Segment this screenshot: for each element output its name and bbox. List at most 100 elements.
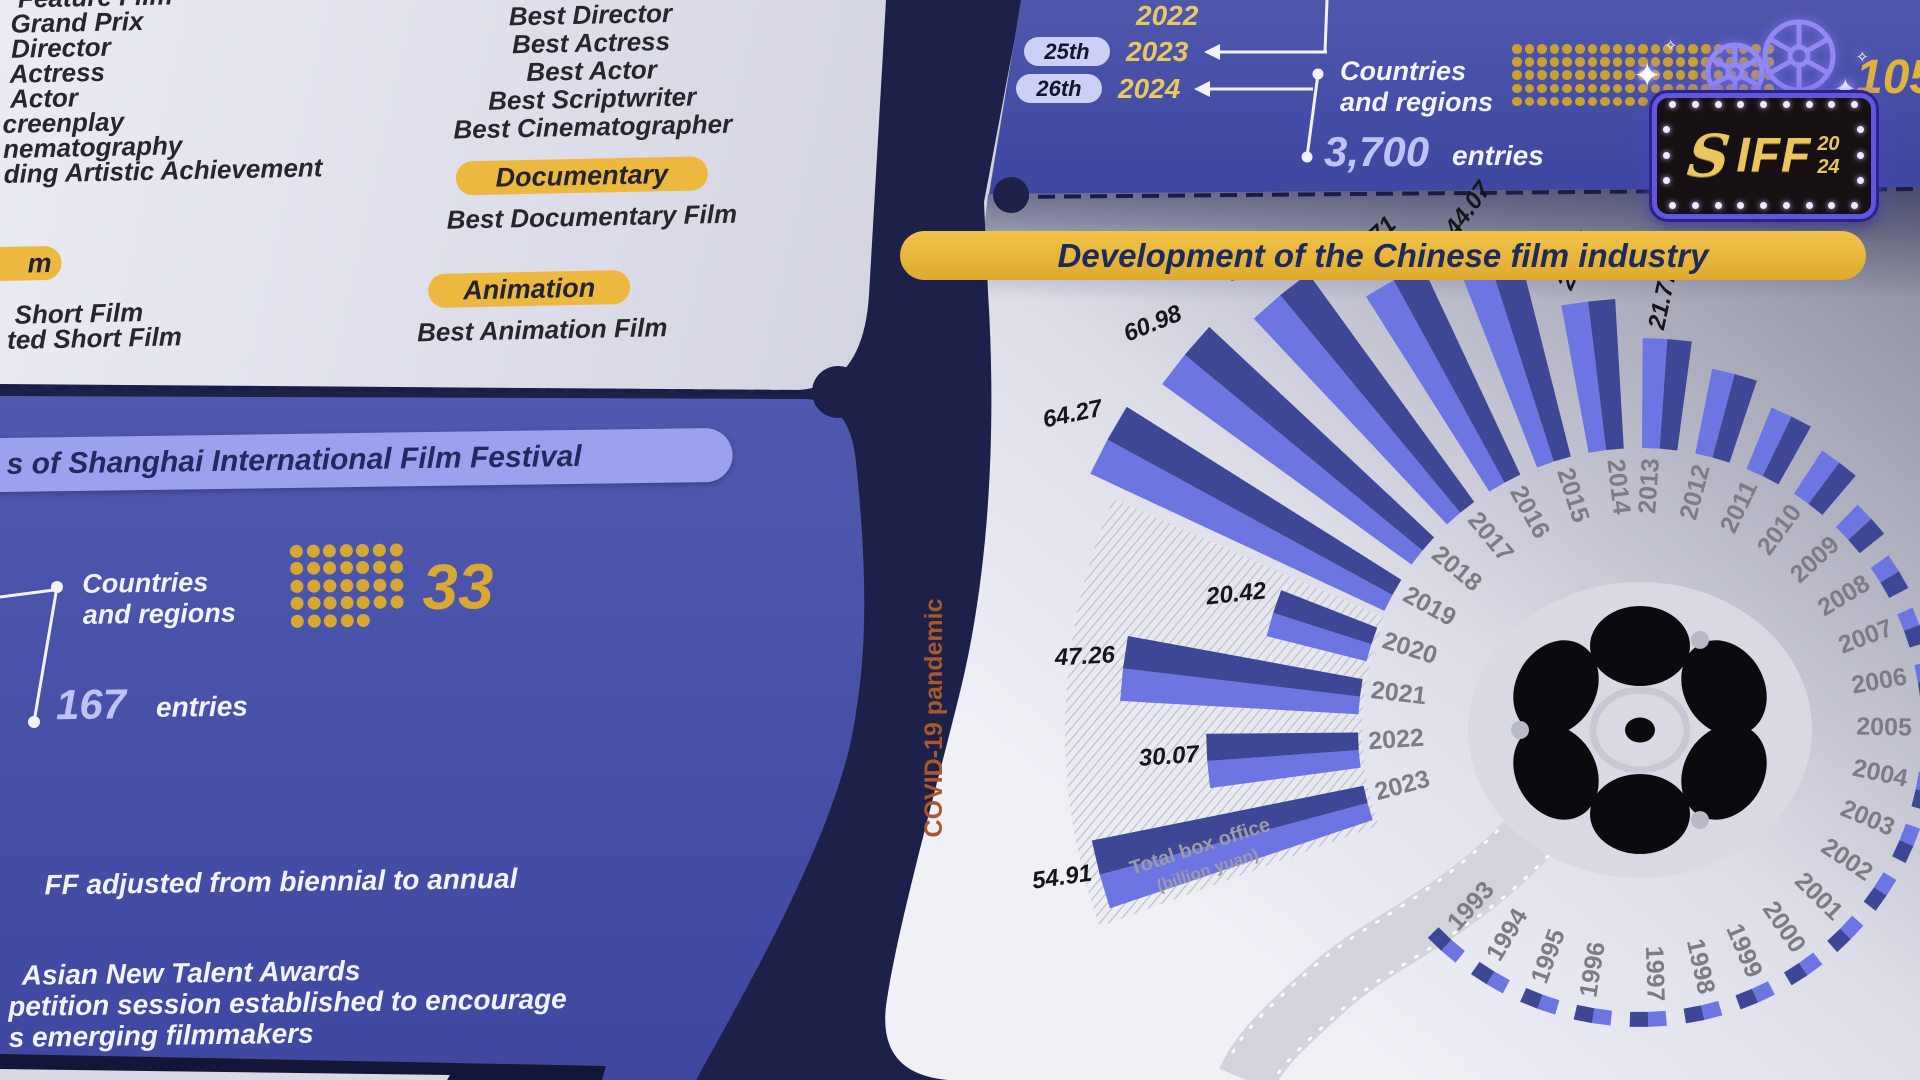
bar-2010 — [1808, 462, 1856, 515]
bar-2000 — [1798, 952, 1823, 976]
count-dot — [1524, 44, 1535, 54]
count-dot — [1675, 70, 1686, 80]
count-dot — [1638, 70, 1648, 80]
count-dot — [1738, 83, 1749, 94]
bar-1998 — [1683, 1005, 1705, 1024]
count-dot — [1512, 83, 1522, 94]
left-ticket-shape — [0, 0, 886, 390]
bar-1997 — [1647, 1010, 1667, 1027]
entries-label: entries — [1452, 140, 1544, 171]
count-dot — [1612, 44, 1623, 54]
chart-annotations: COVID-19 pandemic Total box office (bill… — [920, 598, 1273, 895]
bar-1993 — [1427, 927, 1452, 951]
count-dot — [1562, 44, 1572, 54]
marquee-bulb — [1663, 176, 1670, 184]
count-dot — [1688, 57, 1698, 67]
countries-regions-label: Countries and regions — [1340, 56, 1494, 117]
count-dot — [1663, 57, 1673, 67]
ordinal-badge-25th: 25th — [1024, 37, 1110, 66]
count-dot — [1688, 44, 1698, 54]
year-label-1997: 1997 — [1640, 945, 1670, 1001]
count-dot — [1600, 83, 1610, 94]
star-icon: ✦ — [1633, 57, 1662, 95]
timeline-year-2022: 2022 — [1136, 0, 1199, 31]
count-dot — [1562, 96, 1572, 107]
bar-2003 — [1899, 823, 1920, 847]
count-dot — [1713, 83, 1724, 94]
logo-letters-iff: IFF — [1736, 129, 1812, 182]
count-dot — [1537, 57, 1547, 67]
count-dot — [1524, 96, 1535, 107]
count-dot — [1751, 44, 1761, 54]
bar-2006 — [1914, 663, 1920, 683]
count-dot — [1612, 57, 1623, 67]
bar-2016 — [1365, 280, 1505, 492]
reel-hole — [1590, 606, 1690, 686]
count-dot — [1524, 70, 1535, 80]
marquee-bulb — [1669, 202, 1676, 209]
count-dot — [1612, 83, 1623, 94]
count-dot — [1625, 96, 1635, 107]
arrowhead-2023 — [1204, 44, 1220, 60]
bar-2007 — [1903, 624, 1920, 648]
bar-2016 — [1393, 265, 1521, 483]
bar-2006 — [1917, 682, 1920, 698]
marquee-bulb — [1691, 202, 1699, 209]
count-dot — [1575, 83, 1585, 94]
left-blue-panel-shape — [0, 396, 865, 1080]
count-dot — [1625, 83, 1635, 94]
bar-2022 — [1207, 750, 1361, 789]
count-dot — [1600, 70, 1610, 80]
count-dot — [1625, 57, 1635, 67]
count-dot — [1537, 70, 1547, 80]
bar-1999 — [1751, 981, 1775, 1003]
count-dot — [1600, 96, 1610, 107]
count-dot — [1663, 83, 1673, 94]
marquee-bulb — [1760, 101, 1767, 108]
count-dot — [1713, 70, 1724, 80]
count-dot — [1549, 70, 1560, 80]
count-dot — [1537, 96, 1547, 107]
reel-hole — [1681, 640, 1767, 736]
bar-2018 — [1184, 326, 1435, 551]
film-strip — [1219, 817, 1550, 1080]
marquee-bulb — [1737, 101, 1745, 108]
bar-2009 — [1848, 518, 1885, 554]
count-dot — [1612, 96, 1623, 107]
right-ticket-notch — [993, 177, 1029, 213]
count-dot — [1726, 44, 1736, 54]
covid-annotation-label: COVID-19 pandemic — [920, 598, 948, 837]
bar-2007 — [1897, 607, 1920, 631]
bar-1996 — [1592, 1008, 1612, 1026]
marquee-bulb — [1805, 202, 1813, 209]
siff-2024-logo: S IFF 20 24 — [1652, 93, 1876, 219]
count-dot — [1537, 83, 1547, 94]
bar-2022 — [1206, 732, 1359, 762]
bar-2017 — [1280, 273, 1475, 513]
bar-2013 — [1641, 338, 1668, 449]
count-dot — [1512, 57, 1522, 67]
count-dot — [1675, 57, 1686, 67]
bar-2023 — [1091, 785, 1368, 875]
bar-2023 — [1099, 802, 1373, 909]
ordinal-badge-26th: 26th — [1016, 74, 1102, 103]
count-dot — [1638, 44, 1648, 54]
bar-2000 — [1783, 962, 1808, 986]
bar-2014 — [1588, 299, 1624, 451]
count-dot — [1675, 44, 1686, 54]
left-connector-dot-bottom — [28, 716, 40, 728]
count-dot — [1638, 83, 1648, 94]
bar-2002 — [1874, 872, 1897, 896]
left-perforation-dashes — [0, 385, 809, 394]
count-dot — [1512, 70, 1522, 80]
value-label-2020: 20.42 — [1204, 577, 1268, 610]
sparkle-icon: ✧ — [1664, 38, 1678, 55]
count-dot — [1587, 70, 1598, 80]
marquee-bulb — [1828, 202, 1836, 209]
count-dot — [1587, 96, 1598, 107]
reel-rivet — [1691, 630, 1709, 649]
bar-2012 — [1712, 374, 1757, 463]
year-label-2013: 2013 — [1633, 457, 1665, 514]
count-dot — [1751, 70, 1761, 80]
count-dot — [1650, 83, 1661, 94]
